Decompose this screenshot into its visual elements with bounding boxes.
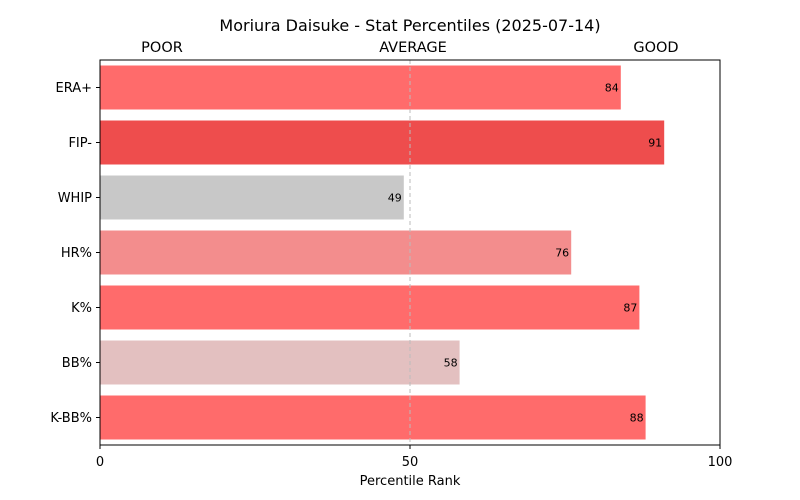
y-axis: ERA+ FIP- WHIP HR% K% BB% K-BB% bbox=[50, 81, 100, 426]
value-label: 87 bbox=[623, 302, 637, 315]
y-tick-label: BB% bbox=[62, 356, 92, 371]
x-tick-label: 100 bbox=[708, 455, 733, 470]
value-label: 49 bbox=[388, 192, 402, 205]
value-label: 58 bbox=[444, 357, 458, 370]
y-tick-label: K% bbox=[71, 301, 92, 316]
x-tick-label: 0 bbox=[96, 455, 104, 470]
x-axis: 0 50 100 bbox=[96, 445, 733, 470]
bar-hr- bbox=[100, 230, 572, 275]
band-label-poor: POOR bbox=[141, 40, 183, 56]
x-tick-label: 50 bbox=[402, 455, 419, 470]
bar-whip bbox=[100, 175, 404, 220]
x-axis-label: Percentile Rank bbox=[360, 474, 461, 489]
value-labels-group: 84 91 49 76 87 58 88 bbox=[388, 82, 662, 425]
bar-era- bbox=[100, 65, 621, 110]
y-tick-label: ERA+ bbox=[55, 81, 92, 96]
bar-fip- bbox=[100, 120, 665, 165]
band-label-average: AVERAGE bbox=[379, 40, 447, 56]
bars-group bbox=[100, 65, 665, 440]
bar-k- bbox=[100, 285, 640, 330]
chart-title: Moriura Daisuke - Stat Percentiles (2025… bbox=[219, 16, 600, 35]
value-label: 84 bbox=[605, 82, 619, 95]
value-label: 91 bbox=[648, 137, 662, 150]
y-tick-label: K-BB% bbox=[50, 411, 92, 426]
band-label-good: GOOD bbox=[633, 40, 678, 56]
value-label: 76 bbox=[555, 247, 569, 260]
y-tick-label: FIP- bbox=[68, 136, 92, 151]
value-label: 88 bbox=[630, 412, 644, 425]
y-tick-label: HR% bbox=[61, 246, 92, 261]
bar-bb- bbox=[100, 340, 460, 385]
y-tick-label: WHIP bbox=[58, 191, 92, 206]
bar-k-bb- bbox=[100, 395, 646, 440]
